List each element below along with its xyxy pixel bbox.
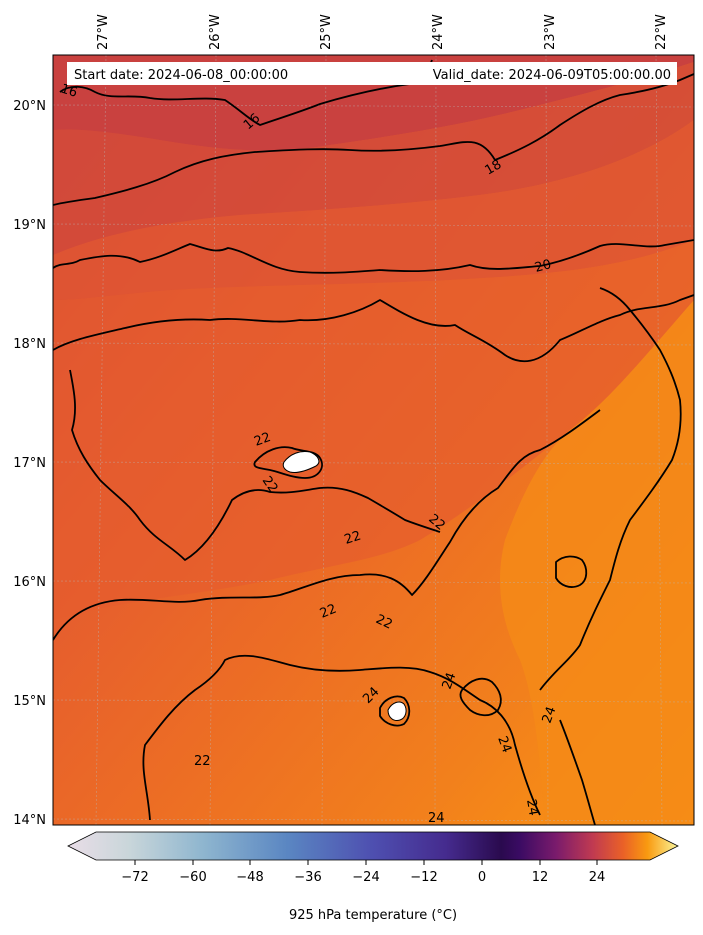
lat-label: 18°N — [13, 337, 46, 352]
colorbar-tick-label: 12 — [532, 870, 549, 885]
contour-label: 24 — [440, 671, 460, 692]
contour-label: 18 — [483, 157, 505, 178]
lon-label: 26°W — [208, 14, 223, 50]
contour-24-lower — [142, 654, 541, 821]
colorbar-tick-labels: −72 −60 −48 −36 −24 −12 0 12 24 — [121, 870, 605, 885]
isotherm-contours — [53, 59, 694, 825]
contour-label: 20 — [533, 257, 553, 276]
lon-label: 25°W — [319, 14, 334, 50]
colorbar-title: 925 hPa temperature (°C) — [289, 908, 457, 923]
colorbar-tick-label: −12 — [410, 870, 437, 885]
contour-label: 22 — [194, 754, 211, 769]
temperature-band-18 — [53, 62, 694, 255]
valid-date-label: Valid_date: 2024-06-09T05:00:00.00 — [433, 68, 671, 83]
contour-24-southeast — [559, 719, 596, 825]
colorbar-tick-label: −36 — [294, 870, 321, 885]
colorbar-ticks — [134, 860, 598, 865]
contour-20 — [53, 239, 694, 274]
contour-island-ring-south — [379, 695, 411, 727]
contour-island-ring-north — [253, 446, 323, 479]
start-date-label: Start date: 2024-06-08_00:00:00 — [74, 68, 288, 83]
contour-22-south — [53, 409, 601, 641]
date-header: Start date: 2024-06-08_00:00:00 Valid_da… — [67, 62, 677, 85]
map-panel: 16 16 18 20 22 22 22 22 22 22 24 24 24 2… — [53, 55, 694, 826]
contour-label: 16 — [59, 82, 79, 101]
colorbar-tick-label: 0 — [478, 870, 486, 885]
lon-label: 27°W — [96, 14, 111, 50]
contour-22-coast — [69, 369, 441, 561]
colorbar-tick-label: −24 — [352, 870, 379, 885]
date-header-box — [67, 62, 677, 85]
contour-label: 24 — [494, 734, 514, 755]
lat-label: 20°N — [13, 99, 46, 114]
colorbar-tick-label: 24 — [589, 870, 606, 885]
latitude-labels: 20°N 19°N 18°N 17°N 16°N 15°N 14°N — [13, 99, 46, 828]
longitude-labels: 27°W 26°W 25°W 24°W 23°W 22°W — [96, 14, 669, 50]
lon-label: 23°W — [543, 14, 558, 50]
temperature-band-20 — [53, 120, 694, 300]
colorbar-tick-label: −60 — [179, 870, 206, 885]
contour-label: 22 — [252, 430, 273, 450]
contour-label: 22 — [318, 602, 339, 622]
lat-label: 17°N — [13, 456, 46, 471]
contour-label: 24 — [540, 705, 560, 726]
temperature-band-22 — [53, 240, 694, 620]
lon-label: 24°W — [431, 14, 446, 50]
colorbar: −72 −60 −48 −36 −24 −12 0 12 24 925 hPa … — [67, 831, 679, 923]
lat-label: 19°N — [13, 218, 46, 233]
map-frame — [52, 54, 695, 826]
island-north — [282, 451, 320, 473]
islands — [282, 451, 407, 721]
graticule — [53, 55, 694, 825]
contour-16 — [59, 59, 433, 126]
colorbar-bar — [67, 831, 679, 861]
contour-24-east — [539, 287, 682, 691]
lat-label: 15°N — [13, 694, 46, 709]
contour-18 — [53, 73, 694, 206]
contour-label: 22 — [373, 612, 394, 633]
contour-22-west — [53, 294, 694, 363]
colorbar-tick-label: −48 — [236, 870, 263, 885]
lat-label: 14°N — [13, 813, 46, 828]
lon-label: 22°W — [654, 14, 669, 50]
contour-small-ring — [555, 555, 588, 588]
contour-label: 22 — [343, 528, 363, 547]
lat-label: 16°N — [13, 575, 46, 590]
colorbar-tick-label: −72 — [121, 870, 148, 885]
contour-label: 24 — [523, 798, 541, 817]
contour-label: 24 — [428, 811, 445, 826]
island-south — [387, 701, 407, 721]
temperature-band-24 — [500, 300, 694, 825]
contour-island-ring-southeast — [459, 677, 502, 717]
